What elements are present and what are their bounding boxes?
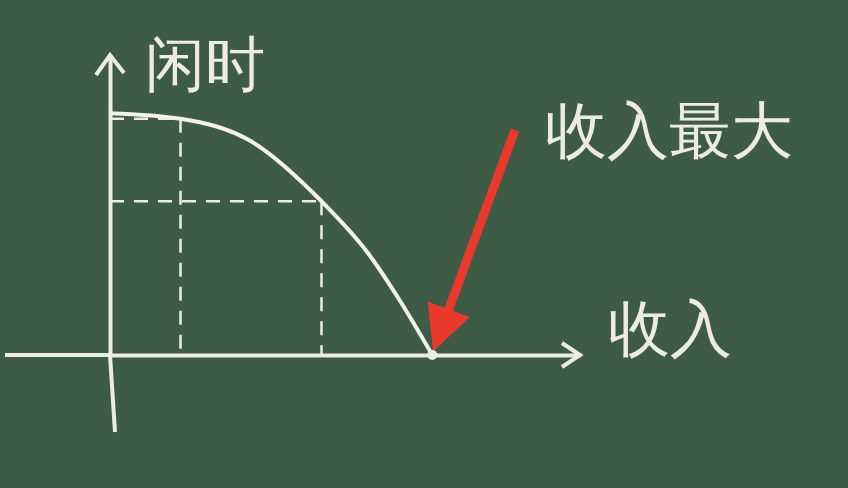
blackboard [0,0,848,488]
axis-line [109,56,113,356]
annotation-text: 收入最大 [545,94,793,167]
curve [110,113,432,355]
axis-extension [110,355,115,432]
annotation-point [427,350,437,360]
chart: 闲时收入 收入最大 [0,0,848,488]
guide-vertical [320,201,323,355]
plot-area [110,113,432,355]
y-axis-label: 闲时 [145,29,265,99]
guide-vertical [179,119,182,355]
axis-arrow [562,343,580,367]
axis-line [111,354,581,358]
axis-arrow [96,55,124,75]
y-axis [110,56,111,356]
annotation-arrow [436,130,515,343]
guide-horizontal [110,200,322,203]
x-axis [111,355,581,356]
axis-extension [5,353,110,357]
x-axis-label: 收入 [608,292,732,365]
